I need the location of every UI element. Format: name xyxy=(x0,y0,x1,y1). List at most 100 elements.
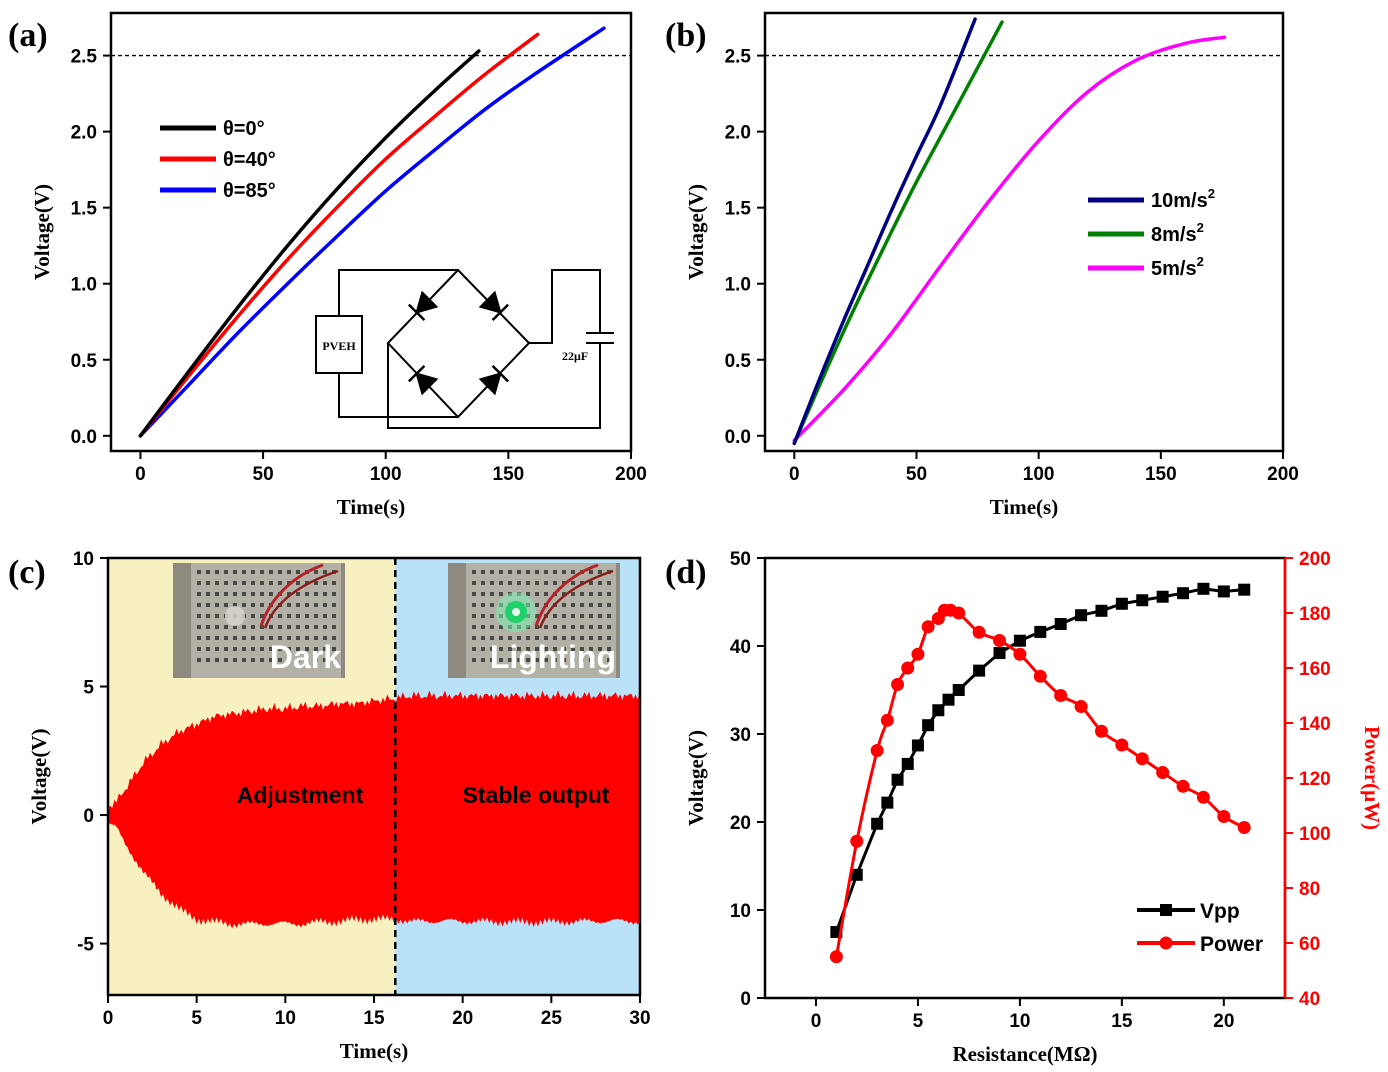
diode-bar xyxy=(407,364,426,383)
region-label: Stable output xyxy=(463,782,610,808)
breadboard-hole xyxy=(278,581,282,585)
vpp-marker xyxy=(1238,583,1251,596)
breadboard-hole xyxy=(314,625,318,629)
x-tick-label: 50 xyxy=(906,464,927,485)
breadboard-hole xyxy=(472,647,476,651)
x-tick-label: 200 xyxy=(1267,464,1299,485)
vpp-marker xyxy=(922,719,935,732)
x-tick-label: 0 xyxy=(789,464,800,485)
breadboard-hole xyxy=(233,636,237,640)
breadboard-hole xyxy=(589,581,593,585)
breadboard-hole xyxy=(287,636,291,640)
panel-label: (a) xyxy=(8,17,48,54)
breadboard-hole xyxy=(571,603,575,607)
breadboard-hole xyxy=(242,581,246,585)
breadboard-hole xyxy=(517,570,521,574)
x-tick-label: 100 xyxy=(370,464,402,485)
power-marker xyxy=(1217,810,1231,823)
series-line xyxy=(138,26,606,438)
y-tick-label: 50 xyxy=(730,549,751,570)
y-tick-label: 5 xyxy=(83,678,94,699)
breadboard-hole xyxy=(472,592,476,596)
x-tick-label: 0 xyxy=(135,464,146,485)
breadboard-hole xyxy=(296,614,300,618)
y-tick-label: 1.0 xyxy=(71,275,97,296)
diode xyxy=(478,364,510,396)
breadboard-hole xyxy=(215,658,219,662)
y-tick-label: 1.5 xyxy=(725,199,752,220)
breadboard-hole xyxy=(224,581,228,585)
breadboard-hole xyxy=(287,570,291,574)
breadboard-hole xyxy=(535,603,539,607)
breadboard-hole xyxy=(535,647,539,651)
diode-triangle xyxy=(415,372,439,396)
panel-c: Dark Lighting Adjustment Stable output 0 5 10 1… xyxy=(8,549,651,1063)
breadboard-hole xyxy=(580,658,584,662)
x-tick-label: 5 xyxy=(913,1011,924,1032)
y-tick-label: 2.0 xyxy=(71,123,97,144)
vpp-marker xyxy=(1034,625,1047,638)
x-tick-label: 150 xyxy=(493,464,525,485)
power-marker xyxy=(901,661,915,675)
breadboard-hole xyxy=(481,647,485,651)
breadboard-hole xyxy=(305,614,309,618)
legend-superscript: 2 xyxy=(1197,220,1204,235)
breadboard-hole xyxy=(197,581,201,585)
breadboard-hole xyxy=(535,658,539,662)
breadboard-hole xyxy=(562,614,566,618)
breadboard-hole xyxy=(571,581,575,585)
breadboard-hole xyxy=(278,647,282,651)
x-tick-label: 0 xyxy=(103,1008,114,1029)
series-line xyxy=(792,17,977,446)
breadboard-hole xyxy=(206,603,210,607)
breadboard-hole xyxy=(206,625,210,629)
power-marker xyxy=(1094,724,1108,738)
breadboard-hole xyxy=(260,647,264,651)
breadboard-hole xyxy=(251,636,255,640)
breadboard-hole xyxy=(260,592,264,596)
breadboard-hole xyxy=(589,603,593,607)
breadboard-hole xyxy=(607,603,611,607)
breadboard-hole xyxy=(287,647,291,651)
breadboard-hole xyxy=(499,658,503,662)
breadboard-hole xyxy=(499,647,503,651)
diode-bar xyxy=(407,303,426,322)
breadboard-hole xyxy=(251,603,255,607)
breadboard-hole xyxy=(571,592,575,596)
x-axis-title: Time(s) xyxy=(337,495,405,519)
breadboard-hole xyxy=(598,614,602,618)
breadboard-hole xyxy=(296,581,300,585)
breadboard-hole xyxy=(197,636,201,640)
power-marker xyxy=(921,620,935,634)
y-axis-title: Voltage(V) xyxy=(27,728,51,824)
breadboard-hole xyxy=(323,614,327,618)
breadboard-hole xyxy=(580,603,584,607)
breadboard-hole xyxy=(197,614,201,618)
vpp-marker xyxy=(850,868,863,881)
breadboard-hole xyxy=(206,581,210,585)
vpp-marker xyxy=(973,664,986,677)
wire-bottom xyxy=(338,373,458,418)
breadboard-hole xyxy=(260,658,264,662)
y-tick-label: 0.5 xyxy=(71,351,98,372)
breadboard-hole xyxy=(224,592,228,596)
breadboard-hole xyxy=(206,658,210,662)
breadboard-hole xyxy=(215,603,219,607)
breadboard-hole xyxy=(305,658,309,662)
breadboard-hole xyxy=(562,625,566,629)
y-tick-label: 20 xyxy=(730,813,751,834)
breadboard-hole xyxy=(260,636,264,640)
breadboard-hole xyxy=(323,647,327,651)
power-marker xyxy=(972,625,986,639)
breadboard-hole xyxy=(323,636,327,640)
breadboard-hole xyxy=(499,625,503,629)
power-marker xyxy=(1237,821,1251,834)
right-tick-label: 100 xyxy=(1299,824,1331,845)
breadboard-hole xyxy=(571,614,575,618)
breadboard-hole xyxy=(607,625,611,629)
breadboard-hole xyxy=(323,570,327,574)
breadboard-hole xyxy=(490,636,494,640)
breadboard-hole xyxy=(526,581,530,585)
breadboard-hole xyxy=(535,636,539,640)
x-tick-label: 5 xyxy=(191,1008,202,1029)
